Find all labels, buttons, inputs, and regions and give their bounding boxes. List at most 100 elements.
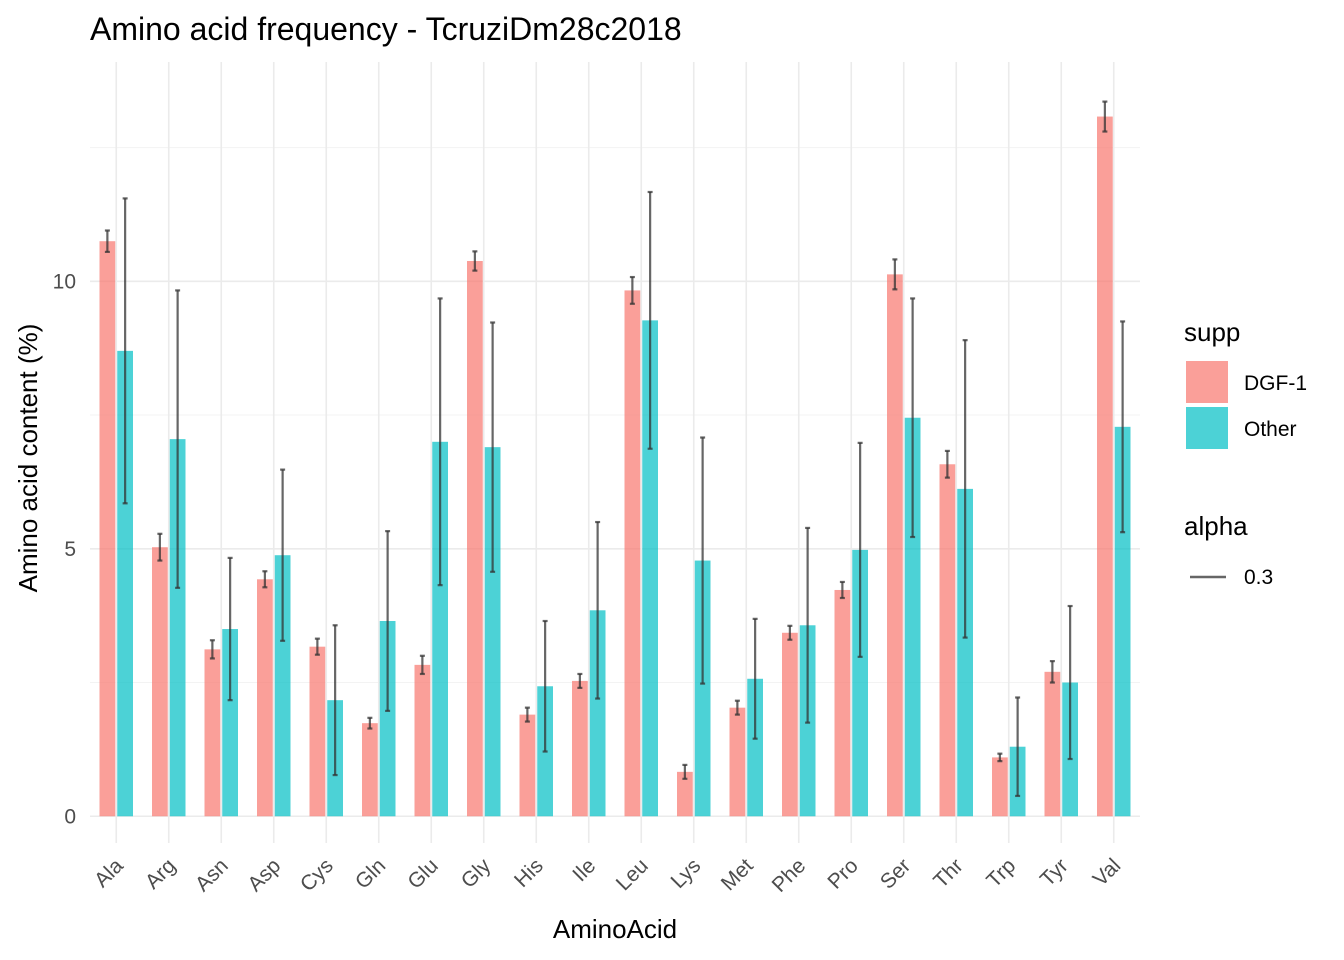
errorbar-dgf1-gly (472, 250, 478, 272)
x-tick-label: Tyr (1036, 854, 1073, 891)
errorbar-other-tyr (1067, 604, 1073, 761)
legend-label-dgf1: DGF-1 (1244, 372, 1307, 395)
bar-dgf1-tyr (1044, 671, 1061, 817)
errorbar-other-glu (437, 297, 443, 587)
errorbar-other-arg (175, 289, 181, 589)
y-axis-title: Amino acid content (%) (13, 324, 43, 593)
legend-label-alpha: 0.3 (1244, 566, 1273, 589)
errorbar-dgf1-ala (104, 229, 110, 254)
errorbar-dgf1-ser (892, 258, 898, 291)
bar-other-val (1114, 426, 1131, 817)
bar-other-pro (852, 549, 868, 817)
x-tick-label: Asn (191, 854, 233, 896)
errorbar-other-ile (595, 520, 601, 700)
bar-dgf1-ser (887, 274, 903, 817)
bar-other-lys (694, 560, 711, 817)
x-tick-label: Glu (403, 854, 442, 893)
bar-dgf1-trp (992, 757, 1008, 817)
bar-dgf1-phe (782, 632, 798, 817)
x-tick-label: Gly (457, 854, 496, 893)
bar-dgf1-ile (572, 680, 588, 817)
errorbar-dgf1-glu (419, 654, 425, 676)
errorbar-dgf1-phe (787, 624, 793, 641)
bar-dgf1-asn (204, 649, 221, 817)
bar-dgf1-leu (624, 290, 641, 817)
x-tick-label: Phe (768, 854, 811, 897)
x-axis-title: AminoAcid (553, 914, 677, 944)
bar-layer (99, 116, 1131, 817)
bar-dgf1-cys (309, 646, 326, 817)
errorbar-dgf1-met (734, 699, 740, 716)
errorbar-dgf1-gln (367, 716, 373, 730)
errorbar-other-trp (1015, 696, 1021, 798)
x-tick-label: Met (717, 854, 758, 895)
x-tick-label: Lys (666, 854, 705, 893)
y-tick-label: 5 (64, 538, 76, 561)
bar-dgf1-thr (939, 464, 956, 817)
bar-other-ile (589, 610, 606, 817)
bar-other-leu (642, 320, 658, 817)
legend-key-dgf1 (1186, 361, 1228, 403)
bar-other-gln (379, 621, 396, 817)
bar-dgf1-val (1097, 116, 1113, 817)
legend-fill-title: supp (1184, 317, 1240, 347)
errorbar-dgf1-his (524, 706, 530, 723)
x-tick-label: His (510, 854, 548, 892)
errorbar-dgf1-trp (997, 752, 1003, 763)
bar-dgf1-lys (677, 771, 693, 817)
y-tick-label: 0 (64, 805, 76, 828)
legend-alpha-title: alpha (1184, 511, 1248, 541)
errorbar-other-leu (647, 190, 653, 450)
bar-dgf1-pro (834, 589, 851, 817)
errorbar-other-asp (280, 468, 286, 642)
bar-dgf1-met (729, 707, 746, 817)
errorbar-dgf1-arg (157, 532, 163, 562)
errorbar-dgf1-val (1102, 100, 1108, 133)
errorbar-other-val (1120, 320, 1126, 534)
errorbar-other-gln (385, 530, 391, 712)
bar-dgf1-asp (257, 579, 273, 817)
x-tick-label: Cys (296, 854, 338, 896)
errorbar-dgf1-tyr (1049, 660, 1055, 684)
grid-lines (90, 62, 1140, 843)
errorbar-other-his (542, 619, 548, 753)
errorbar-dgf1-asp (262, 570, 268, 589)
errorbar-other-met (752, 617, 758, 740)
bar-other-ala (117, 350, 133, 817)
x-tick-label: Val (1089, 854, 1126, 891)
y-axis-ticks: 0 5 10 (53, 270, 76, 828)
bar-other-met (747, 678, 763, 817)
bar-other-gly (484, 447, 501, 817)
legend: supp DGF-1 Other alpha 0.3 (1184, 317, 1307, 589)
legend-label-other: Other (1244, 418, 1297, 441)
legend-key-other (1186, 407, 1228, 449)
errorbar-other-thr (962, 339, 968, 639)
bar-other-glu (432, 441, 448, 817)
errorbar-other-pro (857, 441, 863, 658)
x-tick-label: Thr (929, 854, 968, 893)
x-tick-label: Pro (823, 854, 862, 893)
bar-dgf1-ala (99, 241, 116, 817)
bar-other-asn (222, 629, 238, 817)
x-tick-label: Ile (568, 854, 600, 886)
x-tick-label: Ala (90, 854, 128, 892)
x-axis-ticks: Ala Arg Asn Asp Cys Gln Glu Gly His Ile Leu Lys Met P… (90, 854, 1125, 897)
bar-dgf1-glu (414, 664, 431, 817)
errorbar-other-lys (700, 436, 706, 685)
y-tick-label: 10 (53, 270, 76, 293)
x-tick-label: Gln (351, 854, 390, 893)
x-tick-label: Trp (982, 854, 1020, 892)
bar-other-thr (957, 488, 973, 817)
bar-other-arg (169, 439, 186, 817)
bar-other-asp (274, 555, 291, 817)
x-tick-label: Asp (243, 854, 285, 896)
bar-other-ser (904, 417, 921, 817)
errorbar-other-cys (332, 624, 338, 777)
errorbar-other-ala (122, 197, 128, 505)
bar-dgf1-gly (467, 260, 483, 817)
errorbar-other-asn (227, 556, 233, 702)
chart-title: Amino acid frequency - TcruziDm28c2018 (90, 11, 682, 47)
errorbar-layer (104, 100, 1126, 798)
bar-dgf1-his (519, 714, 536, 817)
